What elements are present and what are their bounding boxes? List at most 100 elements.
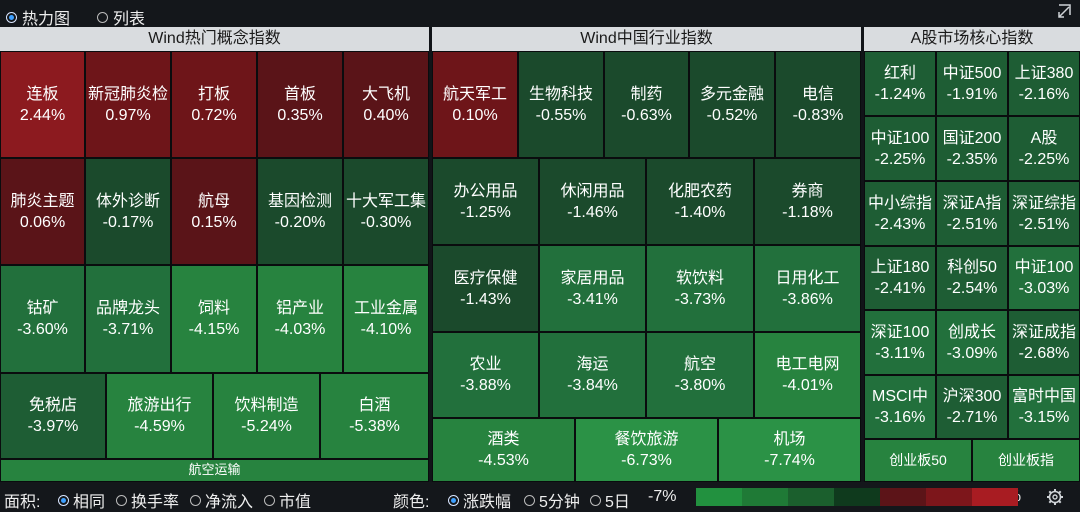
color-label: 颜色: [393, 494, 430, 511]
heatmap-cell[interactable]: 红利 -1.24% [864, 51, 936, 116]
heatmap-cell[interactable]: 富时中国 -3.15% [1008, 375, 1080, 439]
heatmap-cell[interactable]: 沪深300 -2.71% [936, 375, 1008, 439]
heatmap-cell[interactable]: 国证200 -2.35% [936, 116, 1008, 181]
legend-swatch [696, 488, 742, 506]
heatmap-cell[interactable]: 医疗保健 -1.43% [432, 245, 539, 332]
heatmap-cell[interactable]: 深证A指 -2.51% [936, 181, 1008, 246]
heatmap-cell[interactable]: 肺炎主题 0.06% [0, 158, 85, 265]
industry-index-panel: Wind中国行业指数 航天军工 0.10% 生物科技 -0.55% 制药 -0.63%… [432, 27, 861, 482]
radio-selected-icon [58, 494, 69, 506]
heatmap-cell[interactable]: 多元金融 -0.52% [689, 51, 775, 158]
heatmap-cell[interactable]: 农业 -3.88% [432, 332, 539, 418]
heatmap-cell[interactable]: 餐饮旅游 -6.73% [575, 418, 718, 482]
heatmap-cell[interactable]: 生物科技 -0.55% [518, 51, 604, 158]
radio-unselected-icon [190, 494, 201, 506]
area-option-radio[interactable]: 相同 [58, 488, 105, 512]
radio-unselected-icon [590, 494, 601, 506]
heatmap-cell[interactable]: 免税店 -3.97% [0, 373, 106, 459]
heatmap-cell[interactable]: 办公用品 -1.25% [432, 158, 539, 245]
heatmap-cell[interactable]: 饲料 -4.15% [171, 265, 257, 373]
area-option-radio[interactable]: 净流入 [190, 488, 253, 512]
heatmap-cell[interactable]: A股 -2.25% [1008, 116, 1080, 181]
color-option-radio[interactable]: 5分钟 [524, 488, 580, 512]
heatmap-cell[interactable]: 券商 -1.18% [754, 158, 861, 245]
heatmap-view-label: 热力图 [22, 11, 71, 28]
radio-unselected-icon [116, 494, 127, 506]
heatmap-cell[interactable]: 打板 0.72% [171, 51, 257, 158]
heatmap-cell[interactable]: 深证成指 -2.68% [1008, 310, 1080, 375]
legend-swatch [742, 488, 788, 506]
expand-icon[interactable] [1056, 3, 1072, 19]
heatmap-cell[interactable]: 化肥农药 -1.40% [646, 158, 754, 245]
radio-selected-icon [448, 494, 459, 506]
list-view-radio[interactable]: 列表 [97, 5, 145, 29]
area-option-radio[interactable]: 换手率 [116, 488, 179, 512]
heatmap-cell[interactable]: 航空运输 [0, 459, 429, 482]
heatmap-cell[interactable]: 首板 0.35% [257, 51, 343, 158]
heatmap-cell[interactable]: 软饮料 -3.73% [646, 245, 754, 332]
concept-index-panel: Wind热门概念指数 连板 2.44% 新冠肺炎检 0.97% 打板 0.72% 首板… [0, 27, 429, 482]
heatmap-cell[interactable]: MSCI中 -3.16% [864, 375, 936, 439]
heatmap-cell[interactable]: 旅游出行 -4.59% [106, 373, 213, 459]
legend-swatch [788, 488, 834, 506]
heatmap-cell[interactable]: 航空 -3.80% [646, 332, 754, 418]
radio-unselected-icon [97, 11, 108, 23]
heatmap-cell[interactable]: 饮料制造 -5.24% [213, 373, 320, 459]
heatmap-cell[interactable]: 品牌龙头 -3.71% [85, 265, 171, 373]
heatmap-cell[interactable]: 制药 -0.63% [604, 51, 689, 158]
heatmap-cell[interactable]: 中小综指 -2.43% [864, 181, 936, 246]
heatmap-cell[interactable]: 上证180 -2.41% [864, 246, 936, 310]
panel-title: A股市场核心指数 [864, 27, 1080, 51]
legend-swatch [926, 488, 972, 506]
top-toolbar: 热力图 列表 [0, 0, 1080, 29]
color-scale-legend [696, 488, 1018, 506]
heatmap-cell[interactable]: 中证100 -3.03% [1008, 246, 1080, 310]
heatmap-cell[interactable]: 钴矿 -3.60% [0, 265, 85, 373]
radio-unselected-icon [264, 494, 275, 506]
heatmap-cell[interactable]: 上证380 -2.16% [1008, 51, 1080, 116]
panel-title: Wind中国行业指数 [432, 27, 861, 51]
heatmap-cell[interactable]: 大飞机 0.40% [343, 51, 429, 158]
area-label: 面积: [4, 494, 41, 511]
heatmap-cell[interactable]: 体外诊断 -0.17% [85, 158, 171, 265]
heatmap-cell[interactable]: 基因检测 -0.20% [257, 158, 343, 265]
heatmap-cell[interactable]: 十大军工集 -0.30% [343, 158, 429, 265]
color-option-radio[interactable]: 5日 [590, 488, 630, 512]
list-view-label: 列表 [113, 11, 146, 28]
legend-min-label: -7% [648, 488, 677, 505]
heatmap-cell[interactable]: 白酒 -5.38% [320, 373, 429, 459]
heatmap-cell[interactable]: 机场 -7.74% [718, 418, 861, 482]
heatmap-cell[interactable]: 酒类 -4.53% [432, 418, 575, 482]
heatmap-cell[interactable]: 工业金属 -4.10% [343, 265, 429, 373]
settings-gear-icon[interactable] [1046, 488, 1064, 506]
heatmap-cell[interactable]: 中证500 -1.91% [936, 51, 1008, 116]
heatmap-cell[interactable]: 连板 2.44% [0, 51, 85, 158]
heatmap-cell[interactable]: 电信 -0.83% [775, 51, 861, 158]
heatmap-cell[interactable]: 航母 0.15% [171, 158, 257, 265]
heatmap-cell[interactable]: 铝产业 -4.03% [257, 265, 343, 373]
heatmap-cell[interactable]: 中证100 -2.25% [864, 116, 936, 181]
legend-swatch [972, 488, 1018, 506]
radio-selected-icon [6, 11, 17, 23]
heatmap-cell[interactable]: 家居用品 -3.41% [539, 245, 646, 332]
heatmap-cell[interactable]: 深证100 -3.11% [864, 310, 936, 375]
heatmap-cell[interactable]: 新冠肺炎检 0.97% [85, 51, 171, 158]
heatmap-cell[interactable]: 日用化工 -3.86% [754, 245, 861, 332]
core-index-panel: A股市场核心指数 红利 -1.24% 中证500 -1.91% 上证380 -2.16… [864, 27, 1080, 482]
heatmap-cell[interactable]: 航天军工 0.10% [432, 51, 518, 158]
heatmap-cell[interactable]: 创业板50 [864, 439, 972, 482]
area-option-radio[interactable]: 市值 [264, 488, 311, 512]
heatmap-cell[interactable]: 创业板指 [972, 439, 1080, 482]
legend-swatch [880, 488, 926, 506]
heatmap-view-radio[interactable]: 热力图 [6, 5, 70, 29]
legend-swatch [834, 488, 880, 506]
panel-title: Wind热门概念指数 [0, 27, 429, 51]
heatmap-cell[interactable]: 海运 -3.84% [539, 332, 646, 418]
heatmap-cell[interactable]: 休闲用品 -1.46% [539, 158, 646, 245]
radio-unselected-icon [524, 494, 535, 506]
heatmap-cell[interactable]: 电工电网 -4.01% [754, 332, 861, 418]
heatmap-cell[interactable]: 科创50 -2.54% [936, 246, 1008, 310]
heatmap-cell[interactable]: 创成长 -3.09% [936, 310, 1008, 375]
heatmap-cell[interactable]: 深证综指 -2.51% [1008, 181, 1080, 246]
color-option-radio[interactable]: 涨跌幅 [448, 488, 511, 512]
